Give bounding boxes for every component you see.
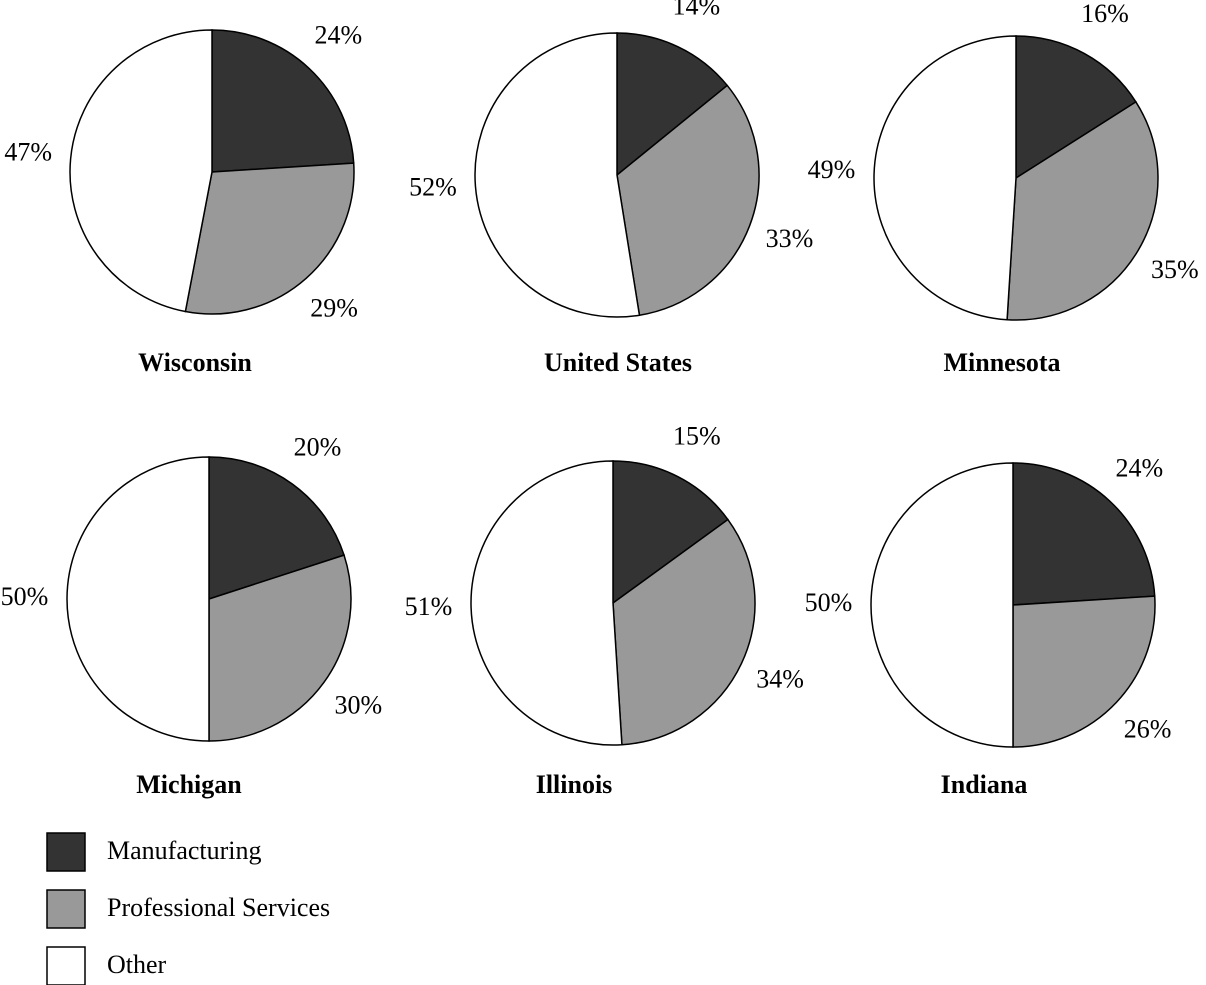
- pie-title: Wisconsin: [138, 348, 252, 377]
- slice-label: 51%: [405, 592, 453, 621]
- pie-title: Indiana: [941, 770, 1028, 799]
- pie-slice: [873, 35, 1017, 321]
- slice-label: 35%: [1151, 255, 1199, 284]
- legend-label: Manufacturing: [107, 836, 262, 865]
- pie-slice: [1015, 35, 1137, 180]
- slice-label: 47%: [4, 138, 52, 167]
- slice-label: 14%: [673, 0, 721, 20]
- legend-swatch: [46, 946, 86, 985]
- pie-slice: [870, 462, 1014, 748]
- pie-slice: [211, 29, 355, 173]
- pie-slice: [1012, 595, 1156, 748]
- slice-label: 24%: [1116, 453, 1164, 482]
- pie-title: Illinois: [536, 770, 613, 799]
- pie-title: United States: [544, 348, 692, 377]
- slice-label: 34%: [756, 665, 804, 694]
- pie-slice: [616, 84, 760, 317]
- pie-slice: [184, 162, 355, 315]
- pie-slice: [1012, 462, 1156, 606]
- slice-label: 29%: [310, 293, 358, 322]
- pie-slice: [66, 456, 210, 742]
- slice-label: 24%: [315, 20, 363, 49]
- pie-slice: [612, 460, 729, 605]
- slice-label: 33%: [766, 224, 814, 253]
- pie-slice: [470, 460, 623, 746]
- slice-label: 26%: [1124, 714, 1172, 743]
- pie-slice: [612, 518, 756, 746]
- slice-label: 16%: [1081, 0, 1129, 28]
- slice-label: 20%: [294, 433, 342, 462]
- pie-title: Minnesota: [944, 348, 1061, 377]
- slice-label: 30%: [335, 690, 383, 719]
- legend-label: Professional Services: [107, 893, 330, 922]
- slice-label: 50%: [1, 582, 49, 611]
- pie-title: Michigan: [136, 770, 242, 799]
- legend-swatch: [46, 889, 86, 929]
- legend-label: Other: [107, 950, 167, 979]
- slice-label: 49%: [808, 155, 856, 184]
- pie-slice: [474, 32, 641, 318]
- slice-label: 15%: [673, 421, 721, 450]
- slice-label: 50%: [805, 588, 853, 617]
- pie-slice: [208, 554, 352, 742]
- pie-slice: [208, 456, 345, 601]
- legend-swatch: [46, 832, 86, 872]
- slice-label: 52%: [409, 173, 457, 202]
- pie-slice: [616, 32, 729, 177]
- pie-slice: [1006, 100, 1159, 321]
- pie-slice: [69, 29, 213, 313]
